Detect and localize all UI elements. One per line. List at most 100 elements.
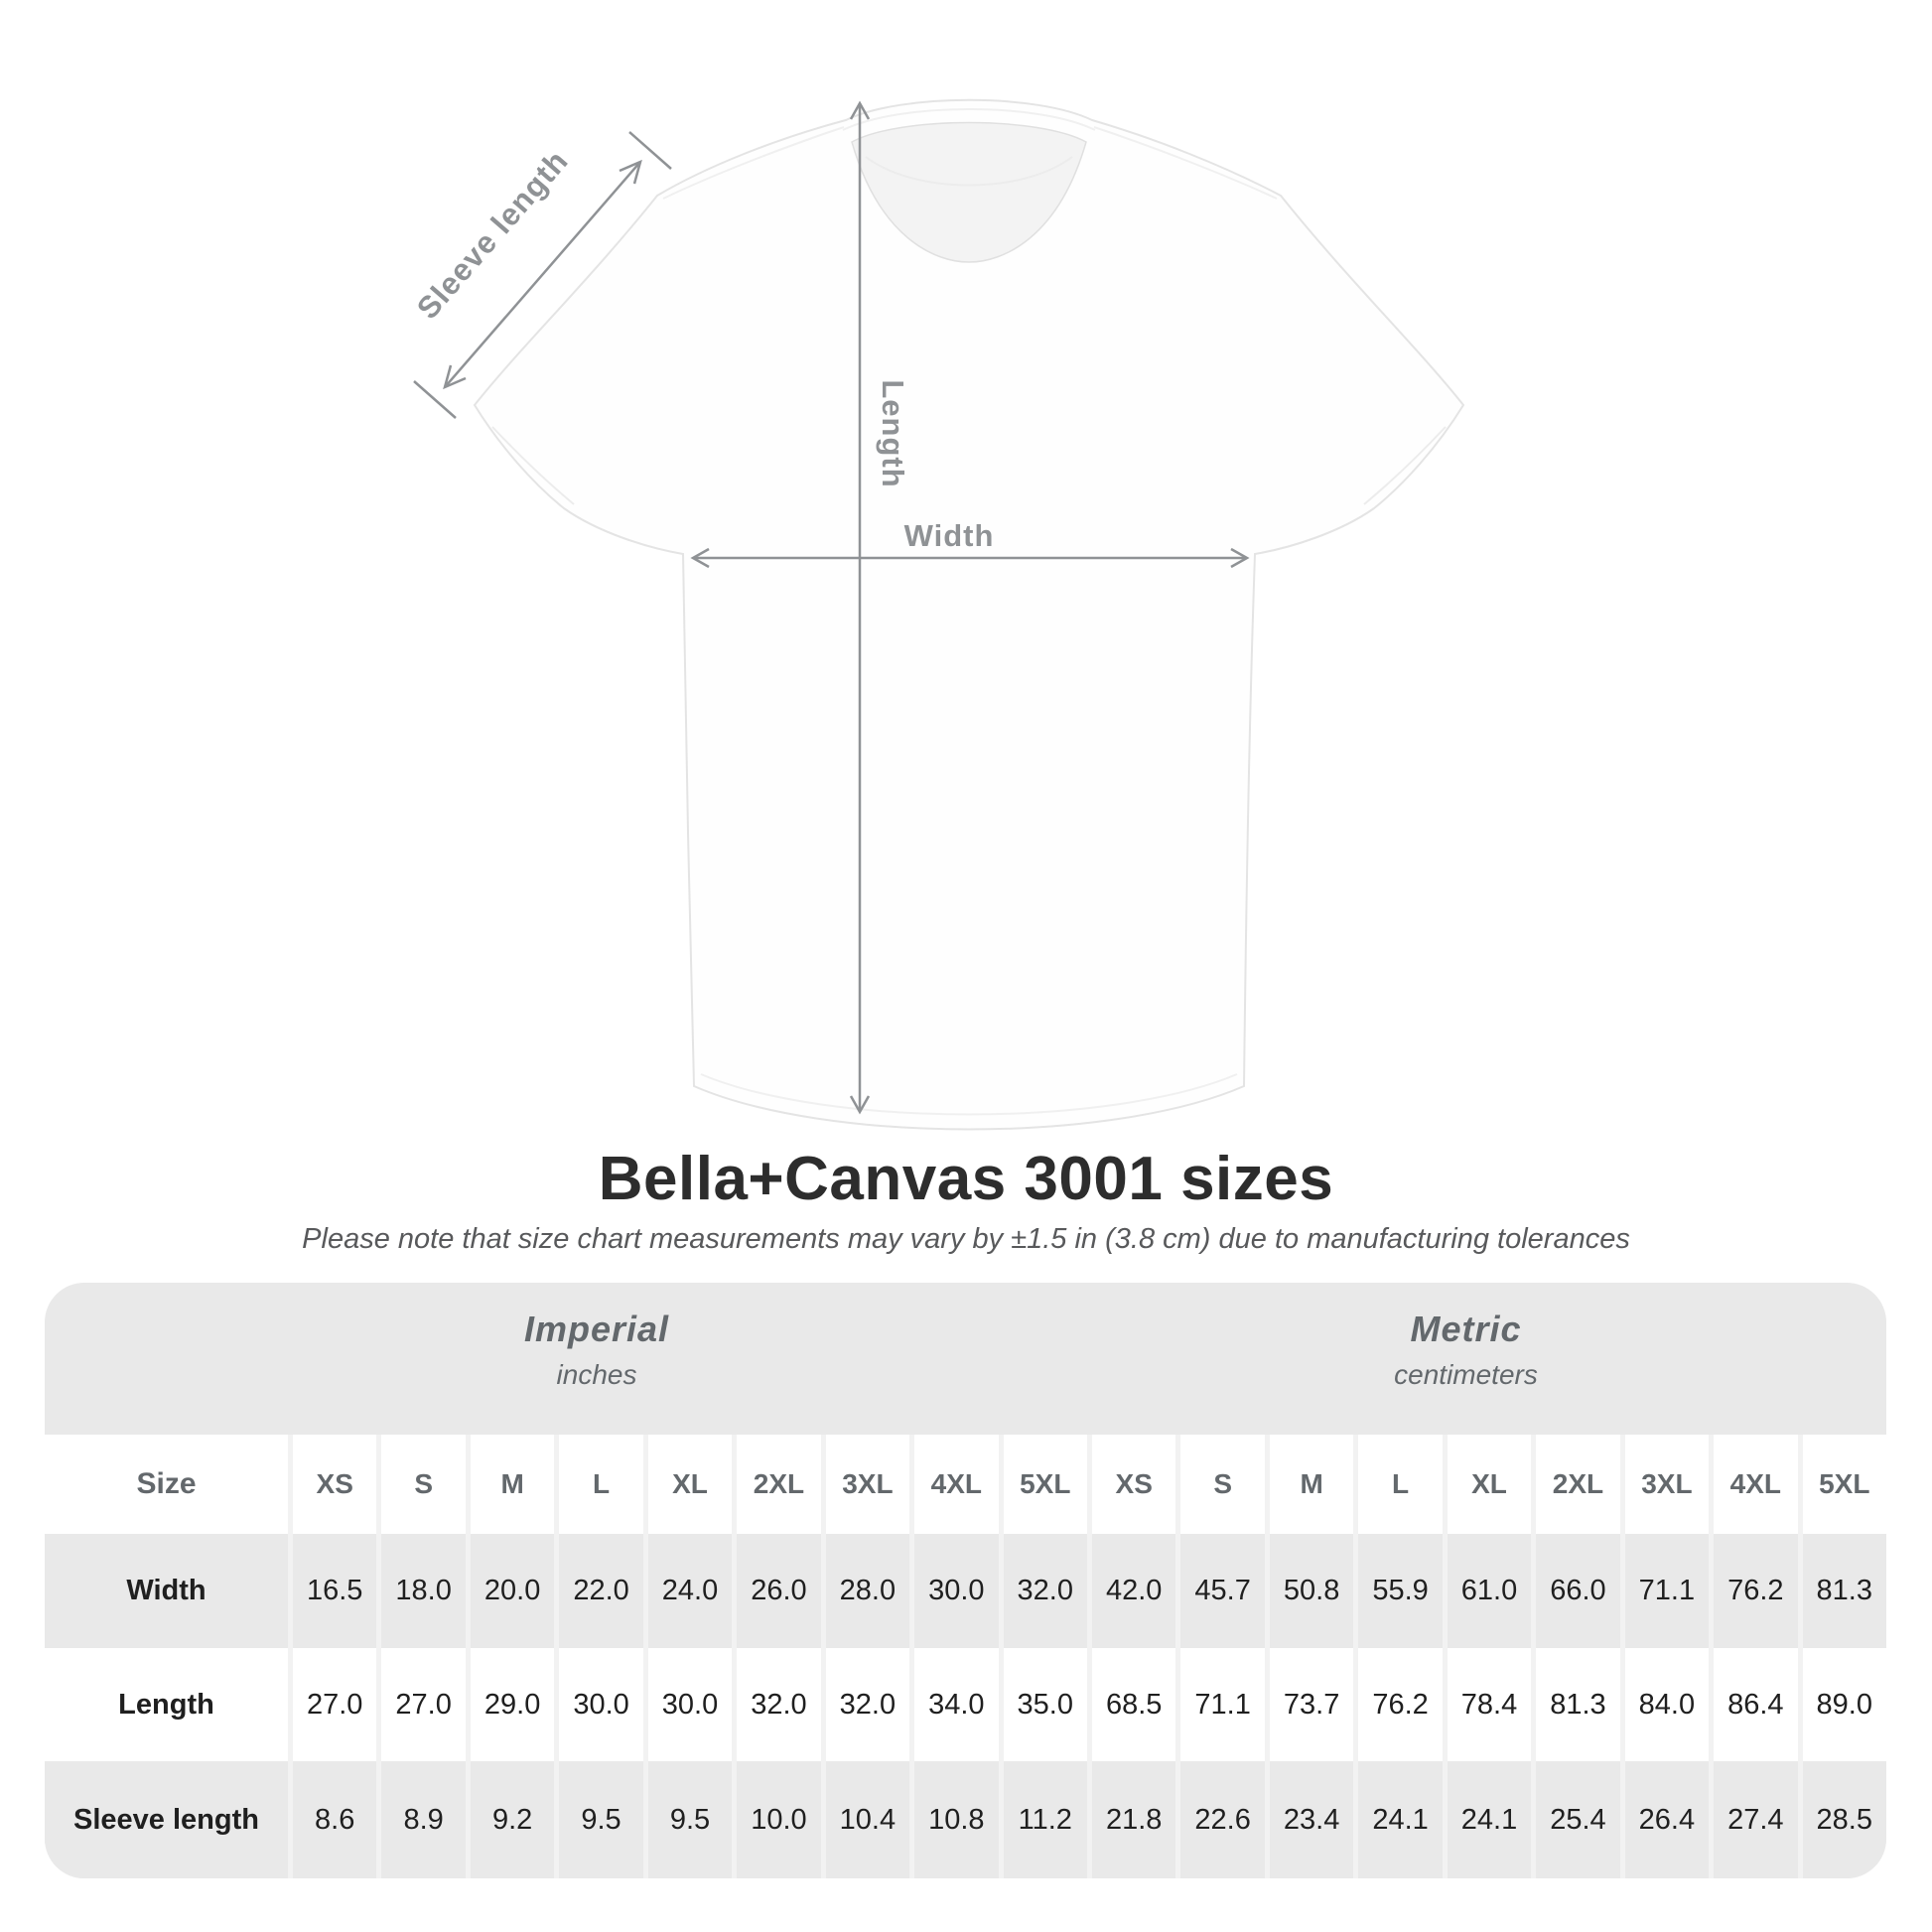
tshirt-diagram: Sleeve length Length Width [410, 98, 1465, 1131]
hem-seam [700, 1073, 1238, 1116]
metric-unit: centimeters [1394, 1359, 1538, 1390]
sleeve-value: 24.1 [1447, 1761, 1532, 1878]
metric-header: Metric centimeters [1087, 1283, 1886, 1435]
length-label: Length [876, 379, 910, 487]
size-header: 5XL [1802, 1435, 1886, 1534]
right-cuff-seam [1363, 426, 1447, 505]
sleeve-length-label: Sleeve length [410, 143, 575, 326]
size-header-row: Size XS S M L XL 2XL 3XL 4XL 5XL XS S M … [45, 1435, 1886, 1534]
sleeve-value: 21.8 [1091, 1761, 1176, 1878]
size-header: L [559, 1435, 643, 1534]
length-value: 29.0 [470, 1648, 555, 1761]
size-header: 4XL [1714, 1435, 1798, 1534]
size-corner-label: Size [45, 1435, 288, 1534]
size-header: 4XL [914, 1435, 999, 1534]
size-header: XS [1091, 1435, 1176, 1534]
width-arrow [690, 547, 1250, 569]
size-header: XL [1447, 1435, 1532, 1534]
width-value: 50.8 [1269, 1534, 1354, 1648]
size-header: 2XL [737, 1435, 821, 1534]
length-arrow [849, 100, 871, 1115]
width-value: 30.0 [914, 1534, 999, 1648]
length-value: 71.1 [1180, 1648, 1265, 1761]
width-value: 16.5 [293, 1534, 377, 1648]
collar-back-seam [865, 156, 1073, 187]
sleeve-value: 8.9 [381, 1761, 466, 1878]
sleeve-value: 9.5 [647, 1761, 733, 1878]
size-header: L [1358, 1435, 1443, 1534]
imperial-unit: inches [556, 1359, 637, 1390]
length-value: 68.5 [1091, 1648, 1176, 1761]
sleeve-value: 25.4 [1536, 1761, 1620, 1878]
left-cuff-seam [491, 426, 575, 505]
length-value: 81.3 [1536, 1648, 1620, 1761]
size-header: 5XL [1003, 1435, 1087, 1534]
width-value: 24.0 [647, 1534, 733, 1648]
size-header: 3XL [825, 1435, 910, 1534]
size-header: 3XL [1624, 1435, 1710, 1534]
length-value: 84.0 [1624, 1648, 1710, 1761]
left-shoulder-seam [662, 126, 845, 200]
tolerance-note: Please note that size chart measurements… [302, 1223, 1630, 1255]
sleeve-value: 8.6 [293, 1761, 377, 1878]
sleeve-value: 10.0 [737, 1761, 821, 1878]
length-value: 32.0 [825, 1648, 910, 1761]
size-header: S [1180, 1435, 1265, 1534]
sleeve-value: 24.1 [1358, 1761, 1443, 1878]
width-value: 66.0 [1536, 1534, 1620, 1648]
size-header: S [381, 1435, 466, 1534]
width-value: 26.0 [737, 1534, 821, 1648]
sleeve-value: 28.5 [1802, 1761, 1886, 1878]
page-title: Bella+Canvas 3001 sizes [598, 1145, 1334, 1213]
width-value: 81.3 [1802, 1534, 1886, 1648]
width-value: 20.0 [470, 1534, 555, 1648]
sleeve-length-arrow [413, 131, 672, 419]
collar-band-seam [842, 108, 1096, 131]
width-value: 71.1 [1624, 1534, 1710, 1648]
width-value: 28.0 [825, 1534, 910, 1648]
row-label-sleeve-length: Sleeve length [45, 1761, 288, 1878]
imperial-label: Imperial [523, 1309, 670, 1349]
unit-header-row: Imperial inches Metric centimeters [45, 1283, 1886, 1435]
length-value: 27.0 [293, 1648, 377, 1761]
width-value: 45.7 [1180, 1534, 1265, 1648]
sleeve-value: 11.2 [1003, 1761, 1087, 1878]
sleeve-value: 27.4 [1714, 1761, 1798, 1878]
size-header: M [470, 1435, 555, 1534]
length-value: 89.0 [1802, 1648, 1886, 1761]
size-header: 2XL [1536, 1435, 1620, 1534]
metric-label: Metric [1410, 1309, 1522, 1349]
width-row: Width 16.5 18.0 20.0 22.0 24.0 26.0 28.0… [45, 1534, 1886, 1648]
width-value: 22.0 [559, 1534, 643, 1648]
size-header: M [1269, 1435, 1354, 1534]
width-value: 18.0 [381, 1534, 466, 1648]
imperial-header: Imperial inches [45, 1283, 1087, 1435]
width-value: 76.2 [1714, 1534, 1798, 1648]
collar-opening [851, 121, 1087, 263]
sleeve-value: 10.4 [825, 1761, 910, 1878]
size-header: XL [647, 1435, 733, 1534]
length-value: 86.4 [1714, 1648, 1798, 1761]
length-value: 34.0 [914, 1648, 999, 1761]
width-value: 42.0 [1091, 1534, 1176, 1648]
sleeve-value: 9.2 [470, 1761, 555, 1878]
length-value: 76.2 [1358, 1648, 1443, 1761]
right-shoulder-seam [1093, 126, 1278, 200]
length-value: 30.0 [559, 1648, 643, 1761]
size-table: Imperial inches Metric centimeters Size … [45, 1283, 1886, 1878]
length-value: 27.0 [381, 1648, 466, 1761]
width-value: 32.0 [1003, 1534, 1087, 1648]
sleeve-value: 10.8 [914, 1761, 999, 1878]
width-value: 61.0 [1447, 1534, 1532, 1648]
length-value: 30.0 [647, 1648, 733, 1761]
width-value: 55.9 [1358, 1534, 1443, 1648]
length-value: 35.0 [1003, 1648, 1087, 1761]
length-value: 78.4 [1447, 1648, 1532, 1761]
row-label-width: Width [45, 1534, 288, 1648]
row-label-length: Length [45, 1648, 288, 1761]
tshirt-silhouette [473, 98, 1465, 1131]
sleeve-value: 9.5 [559, 1761, 643, 1878]
sleeve-length-row: Sleeve length 8.6 8.9 9.2 9.5 9.5 10.0 1… [45, 1761, 1886, 1878]
width-label: Width [904, 518, 995, 553]
